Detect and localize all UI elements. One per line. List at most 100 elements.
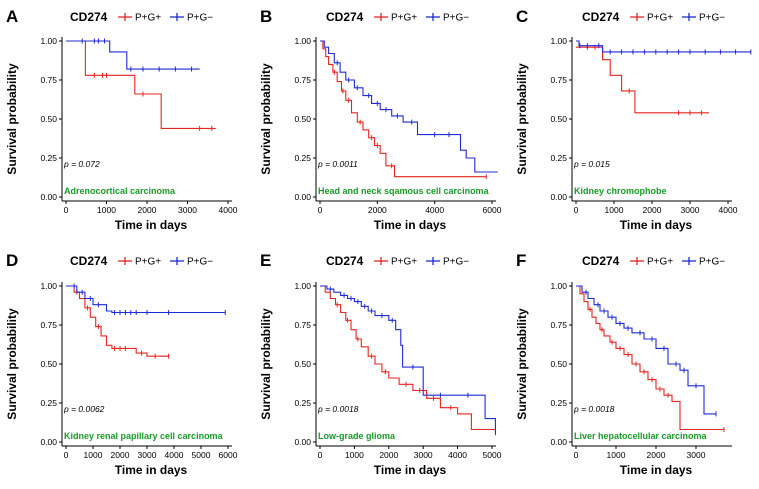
y-tick-label: 1.00: [294, 281, 311, 291]
panel-c: C CD274 P+G+ P+G− 0.00 0.25 0.50 0.75 1.00 0 1000 2…: [515, 7, 752, 232]
y-tick-label: 0.50: [40, 114, 57, 124]
x-tick-label: 4000: [425, 205, 444, 215]
x-tick-label: 0: [574, 450, 579, 460]
y-tick-label: 0.75: [40, 320, 57, 330]
y-axis-title: Survival probability: [5, 63, 19, 175]
cancer-label: Head and neck sqamous cell carcinoma: [318, 186, 490, 196]
series-line-pos: [576, 46, 709, 114]
y-tick-label: 0.50: [550, 114, 567, 124]
p-value: p = 0.0011: [317, 159, 358, 169]
legend-neg-label: P+G−: [443, 13, 469, 24]
x-tick-label: 2000: [111, 450, 130, 460]
y-tick-label: 1.00: [550, 281, 567, 291]
y-tick-label: 0.00: [294, 192, 311, 202]
panel-e: E CD274 P+G+ P+G− 0.00 0.25 0.50 0.75 1.00 0 1000 2…: [259, 251, 502, 477]
panel-letter: B: [260, 7, 272, 26]
x-tick-label: 0: [318, 205, 323, 215]
series-line-pos: [320, 40, 487, 178]
x-axis-title: Time in days: [115, 463, 188, 477]
x-tick-label: 2000: [379, 450, 398, 460]
p-value: p = 0.0018: [317, 404, 359, 414]
series-line-neg: [576, 285, 716, 415]
series-line-neg: [66, 285, 226, 314]
legend-neg-label: P+G−: [187, 257, 213, 268]
legend-neg-label: P+G−: [699, 13, 725, 24]
x-tick-label: 4000: [719, 205, 738, 215]
y-tick-label: 1.00: [40, 281, 57, 291]
y-tick-label: 0.25: [294, 398, 311, 408]
x-tick-label: 3000: [681, 205, 700, 215]
panel-d: D CD274 P+G+ P+G− 0.00 0.25 0.50 0.75 1.00 0 1000 2…: [5, 251, 238, 477]
y-axis-title: Survival probability: [515, 63, 529, 175]
y-tick-label: 0.75: [294, 320, 311, 330]
y-axis-title: Survival probability: [259, 63, 273, 175]
x-tick-label: 4000: [165, 450, 184, 460]
cancer-label: Low-grade glioma: [318, 431, 396, 441]
legend-pos-label: P+G+: [647, 13, 673, 24]
x-tick-label: 1000: [84, 450, 103, 460]
y-tick-label: 0.00: [294, 437, 311, 447]
y-tick-label: 0.50: [294, 114, 311, 124]
panel-letter: F: [516, 251, 526, 270]
x-tick-label: 2000: [647, 450, 666, 460]
x-axis-title: Time in days: [620, 463, 693, 477]
y-tick-label: 0.75: [40, 75, 57, 85]
p-value: p = 0.072: [63, 159, 100, 169]
series-line-neg: [320, 285, 496, 433]
x-tick-label: 6000: [483, 205, 502, 215]
x-tick-label: 0: [318, 450, 323, 460]
y-tick-label: 0.50: [40, 359, 57, 369]
p-value: p = 0.0018: [573, 404, 615, 414]
x-axis-title: Time in days: [115, 218, 188, 232]
series-line-neg: [576, 40, 751, 53]
series-line-pos: [66, 40, 216, 129]
legend-pos-label: P+G+: [391, 13, 417, 24]
y-tick-label: 0.25: [294, 153, 311, 163]
gene-label: CD274: [70, 10, 108, 24]
p-value: p = 0.0062: [63, 404, 105, 414]
y-tick-label: 0.00: [40, 192, 57, 202]
y-tick-label: 1.00: [294, 36, 311, 46]
p-value: p = 0.015: [573, 159, 610, 169]
x-tick-label: 1000: [607, 450, 626, 460]
y-tick-label: 0.75: [550, 75, 567, 85]
x-axis-title: Time in days: [374, 463, 447, 477]
panel-letter: E: [260, 251, 271, 270]
panel-b: B CD274 P+G+ P+G− 0.00 0.25 0.50 0.75 1.00 0 2000 4…: [259, 7, 502, 232]
y-tick-label: 0.25: [40, 398, 57, 408]
cancer-label: Kidney chromophobe: [574, 186, 667, 196]
x-tick-label: 3000: [138, 450, 157, 460]
y-axis-title: Survival probability: [259, 308, 273, 420]
y-tick-label: 0.00: [550, 437, 567, 447]
legend-pos-label: P+G+: [647, 257, 673, 268]
y-tick-label: 0.75: [550, 320, 567, 330]
series-line-neg: [320, 40, 498, 173]
legend-pos-label: P+G+: [391, 257, 417, 268]
y-tick-label: 0.00: [550, 192, 567, 202]
x-tick-label: 3000: [178, 205, 197, 215]
x-tick-label: 5000: [483, 450, 502, 460]
x-tick-label: 1000: [605, 205, 624, 215]
x-tick-label: 2000: [368, 205, 387, 215]
x-axis-title: Time in days: [620, 218, 693, 232]
x-tick-label: 0: [64, 205, 69, 215]
x-tick-label: 2000: [643, 205, 662, 215]
panel-letter: D: [6, 251, 18, 270]
x-tick-label: 0: [574, 205, 579, 215]
x-tick-label: 4000: [448, 450, 467, 460]
legend-pos-label: P+G+: [135, 13, 161, 24]
x-axis-title: Time in days: [374, 218, 447, 232]
y-tick-label: 0.75: [294, 75, 311, 85]
gene-label: CD274: [582, 254, 620, 268]
gene-label: CD274: [70, 254, 108, 268]
y-tick-label: 0.25: [550, 398, 567, 408]
x-tick-label: 1000: [97, 205, 116, 215]
legend-pos-label: P+G+: [135, 257, 161, 268]
x-tick-label: 2000: [138, 205, 157, 215]
x-tick-label: 0: [64, 450, 69, 460]
panel-letter: C: [516, 7, 528, 26]
y-tick-label: 1.00: [550, 36, 567, 46]
x-tick-label: 5000: [192, 450, 211, 460]
series-line-neg: [66, 40, 200, 70]
